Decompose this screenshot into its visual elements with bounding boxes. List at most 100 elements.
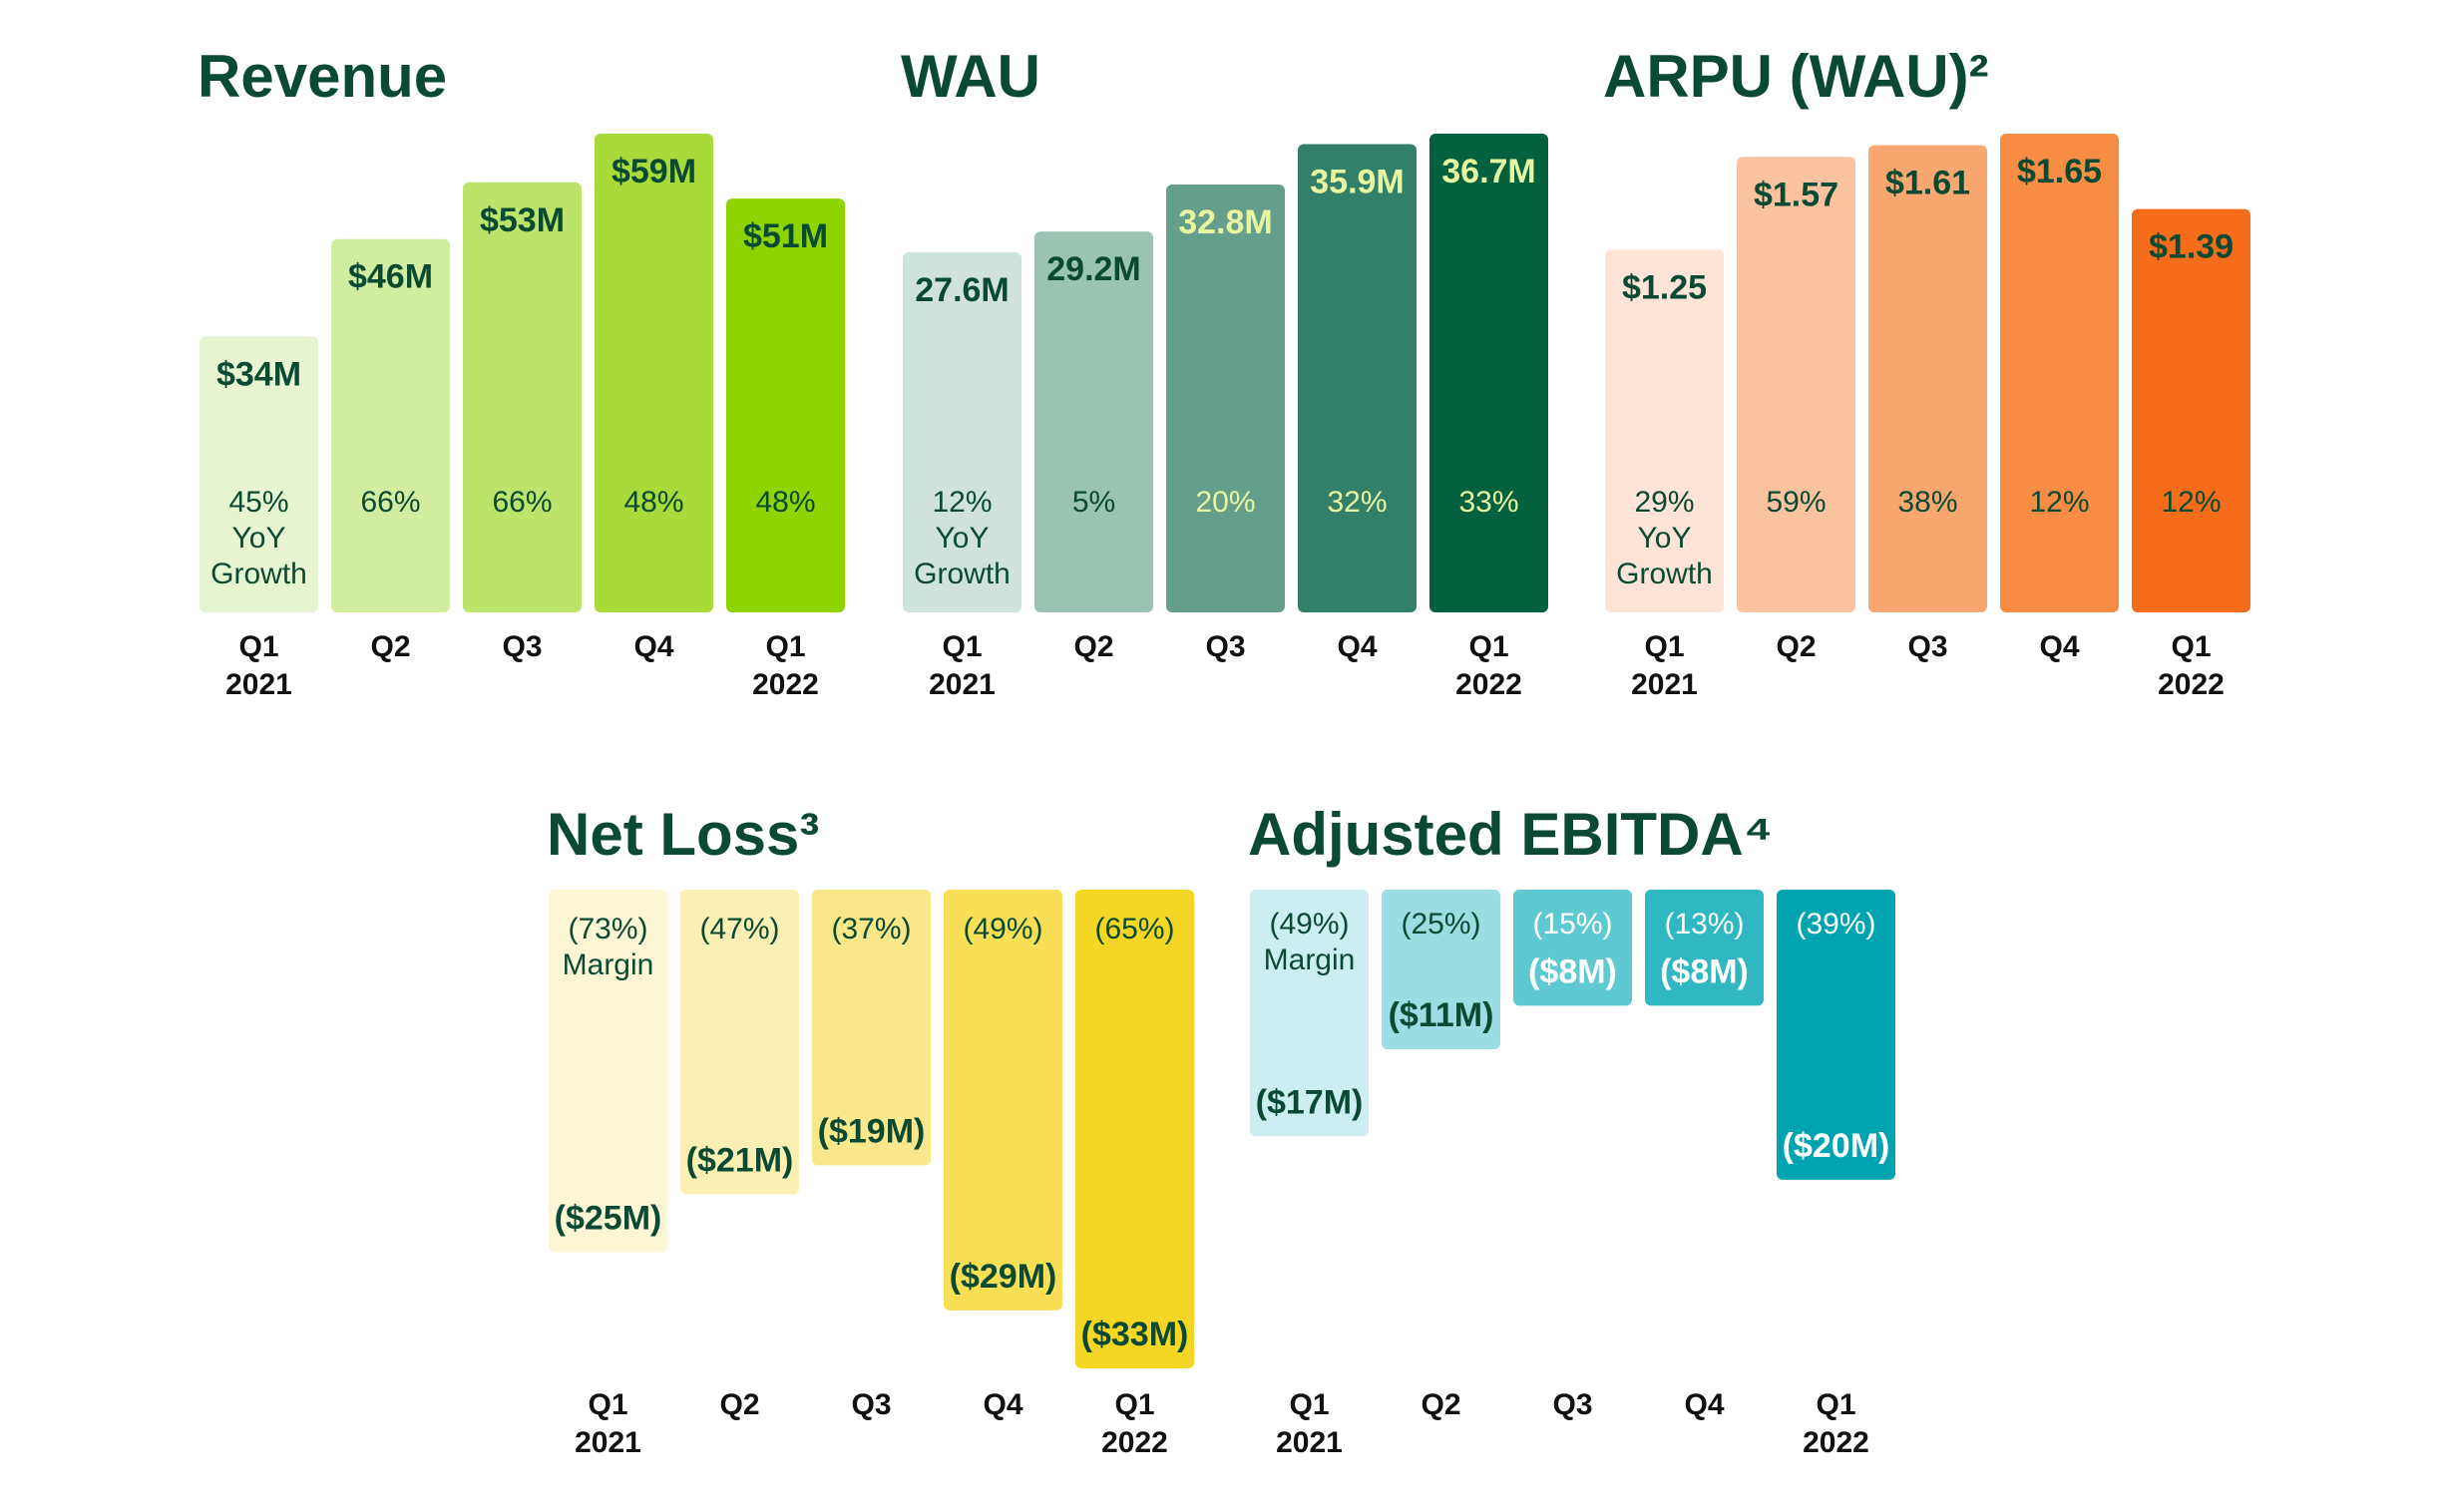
bar-group: ($19M) (37%) Q3	[812, 890, 931, 1421]
bar-group: ($8M) (13%) Q4	[1645, 890, 1764, 1421]
bar	[726, 198, 845, 612]
x-tick-label: Q1 2021	[1276, 1388, 1343, 1459]
annotation-value: 33%	[1458, 486, 1518, 519]
x-tick-label: Q4	[633, 630, 673, 663]
annotation-value: 48%	[623, 486, 683, 519]
bar-group: ($29M) (49%) Q4	[944, 890, 1062, 1421]
x-tick-label: Q3	[1552, 1388, 1592, 1421]
annotation-label: YoY Growth	[914, 522, 1011, 590]
annotation-value: 59%	[1766, 486, 1826, 519]
value-label: ($25M)	[555, 1200, 662, 1238]
bar-group: $46M 66% Q2	[331, 238, 450, 663]
bar	[1382, 890, 1500, 1049]
value-label: ($19M)	[818, 1112, 926, 1150]
x-tick-label: Q4	[1684, 1388, 1724, 1421]
bar-group: ($25M) (73%)Margin Q1 2021	[549, 890, 667, 1459]
annotation-value: 12%	[2029, 486, 2089, 519]
bar	[2132, 208, 2250, 613]
value-label: ($8M)	[1660, 952, 1749, 990]
bar-group: 32.8M 20% Q3	[1166, 185, 1285, 663]
value-label: ($29M)	[950, 1258, 1057, 1296]
bar-group: ($17M) (49%)Margin Q1 2021	[1250, 890, 1369, 1459]
bar-group: $1.25 29%YoY Growth Q1 2021	[1605, 249, 1724, 701]
bar-group: $59M 48% Q4	[595, 134, 713, 663]
chart-title: Revenue	[198, 43, 447, 110]
value-label: ($20M)	[1783, 1127, 1890, 1165]
annotation-value: 29%	[1634, 486, 1694, 519]
value-label: 36.7M	[1441, 153, 1536, 190]
bar-group: ($11M) (25%) Q2	[1382, 890, 1500, 1421]
bar	[595, 134, 713, 612]
annotation-value: (15%)	[1532, 908, 1612, 941]
value-label: $59M	[611, 153, 696, 190]
bar	[1298, 144, 1417, 613]
value-label: ($11M)	[1389, 996, 1494, 1034]
bar	[1250, 890, 1369, 1137]
value-label: ($8M)	[1528, 952, 1617, 990]
x-tick-label: Q2	[370, 630, 410, 663]
value-label: ($33M)	[1081, 1316, 1189, 1353]
bar-group: $53M 66% Q3	[463, 182, 582, 663]
bar-group: $1.61 38% Q3	[1868, 145, 1987, 663]
x-tick-label: Q1 2021	[929, 630, 996, 701]
bar-group: ($20M) (39%) Q1 2022	[1777, 890, 1895, 1459]
x-tick-label: Q3	[502, 630, 542, 663]
x-tick-label: Q4	[1337, 630, 1377, 663]
annotation-label: Margin	[1264, 944, 1356, 976]
bar-group: $34M 45%YoY Growth Q1 2021	[200, 336, 318, 701]
value-label: $1.65	[2017, 153, 2102, 190]
x-tick-label: Q1 2022	[752, 630, 819, 701]
value-label: ($17M)	[1256, 1083, 1364, 1121]
bar	[2000, 134, 2119, 612]
x-tick-label: Q1 2022	[1803, 1388, 1869, 1459]
bar	[1868, 145, 1987, 613]
bar	[1075, 890, 1194, 1368]
bar-group: ($8M) (15%) Q3	[1513, 890, 1632, 1421]
x-tick-label: Q3	[1907, 630, 1947, 663]
x-tick-label: Q1 2021	[1631, 630, 1698, 701]
x-tick-label: Q1 2022	[1101, 1388, 1168, 1459]
x-tick-label: Q2	[719, 1388, 759, 1421]
x-tick-label: Q2	[1073, 630, 1113, 663]
bar	[944, 890, 1062, 1311]
bar	[1034, 231, 1153, 612]
x-tick-label: Q3	[851, 1388, 891, 1421]
annotation-value: (47%)	[699, 913, 779, 945]
bar-group: ($33M) (65%) Q1 2022	[1075, 890, 1194, 1459]
annotation-value: 45%	[228, 486, 288, 519]
bar	[1166, 185, 1285, 612]
bar	[1605, 249, 1724, 612]
chart-title: WAU	[901, 43, 1040, 110]
bar	[1737, 157, 1855, 613]
bar	[1777, 890, 1895, 1180]
x-tick-label: Q4	[983, 1388, 1022, 1421]
annotation-value: (49%)	[1269, 908, 1349, 941]
annotation-value: (25%)	[1401, 908, 1480, 941]
bar-group: 35.9M 32% Q4	[1298, 144, 1417, 663]
bar-group: 36.7M 33% Q1 2022	[1429, 134, 1548, 701]
value-label: $53M	[480, 201, 565, 239]
x-tick-label: Q1 2022	[1455, 630, 1522, 701]
annotation-label: YoY Growth	[1616, 522, 1713, 590]
x-tick-label: Q1 2021	[575, 1388, 641, 1459]
value-label: 27.6M	[915, 271, 1010, 309]
annotation-value: (49%)	[963, 913, 1042, 945]
value-label: $1.39	[2149, 228, 2234, 266]
value-label: $1.61	[1885, 165, 1970, 202]
bar-group: 29.2M 5% Q2	[1034, 231, 1153, 663]
bar	[200, 336, 318, 612]
value-label: $1.57	[1754, 176, 1838, 213]
bar-group: $1.39 12% Q1 2022	[2132, 208, 2250, 701]
annotation-value: 32%	[1327, 486, 1387, 519]
bar	[463, 182, 582, 613]
value-label: 29.2M	[1046, 250, 1141, 288]
annotation-value: (73%)	[568, 913, 647, 945]
bar	[549, 890, 667, 1253]
annotation-value: 48%	[755, 486, 815, 519]
bar	[812, 890, 931, 1166]
annotation-value: (65%)	[1094, 913, 1174, 945]
bar	[1429, 134, 1548, 612]
annotation-value: 12%	[2161, 486, 2221, 519]
x-tick-label: Q1 2022	[2158, 630, 2225, 701]
